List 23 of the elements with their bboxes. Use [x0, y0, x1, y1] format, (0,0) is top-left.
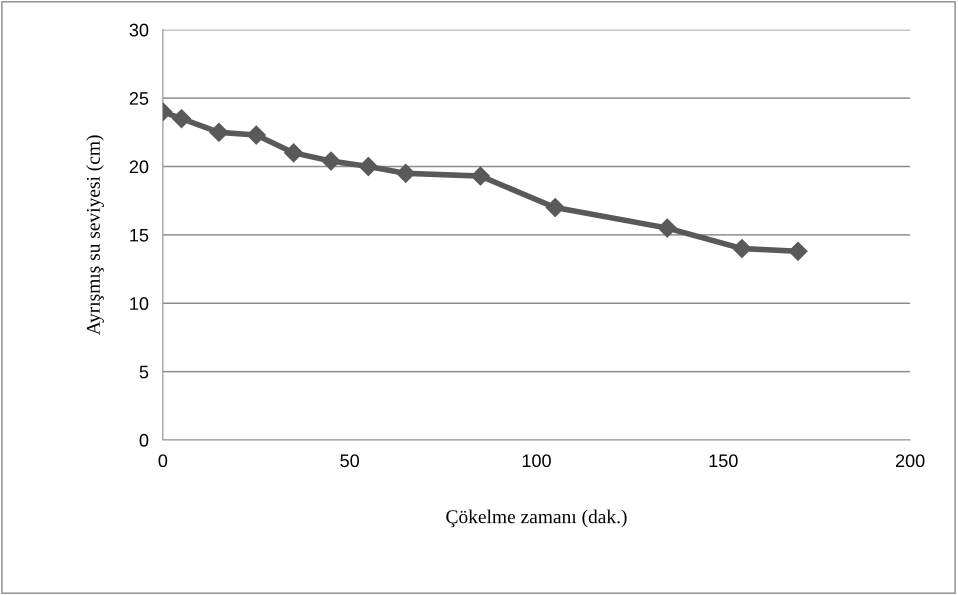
- x-tick-label: 50: [340, 454, 360, 468]
- point: [321, 151, 341, 171]
- x-axis-title: Çökelme zamanı (dak.): [446, 510, 627, 528]
- y-axis-title: Ayrışmış su seviyesi (cm): [86, 135, 104, 336]
- point: [732, 239, 752, 258]
- point: [172, 109, 192, 128]
- x-tick-label: 150: [710, 454, 738, 468]
- x-tick-label: 100: [522, 454, 551, 468]
- x-tick-label: 0: [158, 454, 168, 468]
- point: [209, 122, 228, 142]
- y-tick-label: 10: [130, 297, 148, 310]
- point: [546, 198, 565, 218]
- y-tick-label: 0: [140, 434, 148, 447]
- point: [284, 143, 304, 162]
- y-tick-label: 15: [130, 228, 148, 242]
- point: [658, 218, 677, 238]
- y-tick-label: 20: [130, 160, 148, 174]
- y-tick-label: 25: [130, 92, 148, 105]
- point: [246, 126, 266, 145]
- point: [358, 156, 378, 176]
- x-tick-label: 200: [896, 454, 924, 468]
- y-tick-label: 30: [130, 24, 148, 36]
- y-tick-label: 5: [140, 366, 148, 378]
